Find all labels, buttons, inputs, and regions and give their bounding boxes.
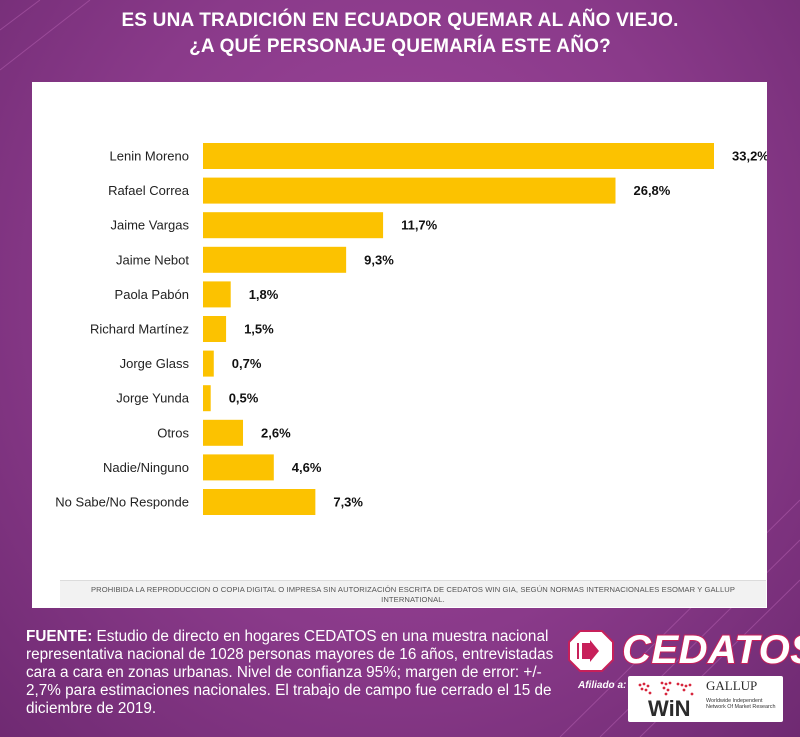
title-line-2: ¿A QUÉ PERSONAJE QUEMARÍA ESTE AÑO? [189, 36, 611, 57]
value-label: 33,2% [732, 149, 767, 164]
copyright-strip: PROHIBIDA LA REPRODUCCION O COPIA DIGITA… [60, 580, 766, 607]
cedatos-logo-icon [568, 630, 614, 672]
bar [203, 143, 714, 169]
bar [203, 454, 274, 481]
category-label: Richard Martínez [90, 322, 189, 337]
win-logo-text: WiN [648, 696, 691, 721]
value-label: 11,7% [401, 218, 438, 233]
gallup-logo-text: GALLUP [706, 678, 758, 693]
category-label: Jorge Glass [120, 356, 190, 371]
copyright-note: PROHIBIDA LA REPRODUCCION O COPIA DIGITA… [90, 585, 736, 604]
category-label: Jorge Yunda [116, 391, 190, 406]
category-label: Nadie/Ninguno [103, 460, 189, 475]
bar [203, 177, 616, 204]
value-label: 0,5% [229, 391, 259, 406]
bar [203, 246, 347, 273]
bar-chart: Lenin Moreno 33,2% Rafael Correa 26,8% Jaime… [55, 143, 767, 515]
value-label: 7,3% [333, 495, 363, 510]
value-label: 9,3% [364, 252, 394, 267]
cedatos-logo-text: CEDATOS [621, 627, 800, 673]
bar [203, 281, 231, 308]
source-label: FUENTE: [26, 628, 93, 645]
bar [203, 316, 227, 342]
bar [203, 350, 214, 377]
win-subtitle: Worldwide Independent Network Of Market … [706, 698, 776, 710]
value-label: 1,8% [249, 287, 279, 302]
category-label: No Sabe/No Responde [55, 495, 189, 510]
win-gallup-logo: WiN GALLUP Worldwide Independent Network… [628, 676, 783, 722]
chart-panel: Lenin Moreno 33,2% Rafael Correa 26,8% Jaime… [32, 82, 767, 608]
category-label: Jaime Nebot [116, 252, 189, 267]
bar [203, 489, 316, 515]
source-text: Estudio de directo en hogares CEDATOS en… [26, 628, 554, 717]
chart-title: ES UNA TRADICIÓN EN ECUADOR QUEMAR AL AÑ… [0, 8, 800, 60]
cedatos-brand: CEDATOS Afiliado a: WiN GALLUP Worldwide… [566, 626, 800, 726]
category-label: Lenin Moreno [110, 149, 190, 164]
bar [203, 385, 211, 412]
value-label: 0,7% [232, 356, 262, 371]
category-label: Jaime Vargas [110, 218, 189, 233]
category-label: Otros [157, 425, 189, 440]
title-line-1: ES UNA TRADICIÓN EN ECUADOR QUEMAR AL AÑ… [121, 10, 679, 31]
value-label: 4,6% [292, 460, 322, 475]
value-label: 26,8% [633, 183, 670, 198]
source-note: FUENTE: Estudio de directo en hogares CE… [26, 628, 566, 718]
bar [203, 212, 384, 239]
value-label: 1,5% [244, 322, 274, 337]
bar [203, 419, 244, 446]
category-label: Rafael Correa [108, 183, 190, 198]
affiliate-label: Afiliado a: [578, 680, 627, 691]
value-label: 2,6% [261, 425, 291, 440]
world-map-icon [638, 681, 694, 696]
category-label: Paola Pabón [115, 287, 189, 302]
